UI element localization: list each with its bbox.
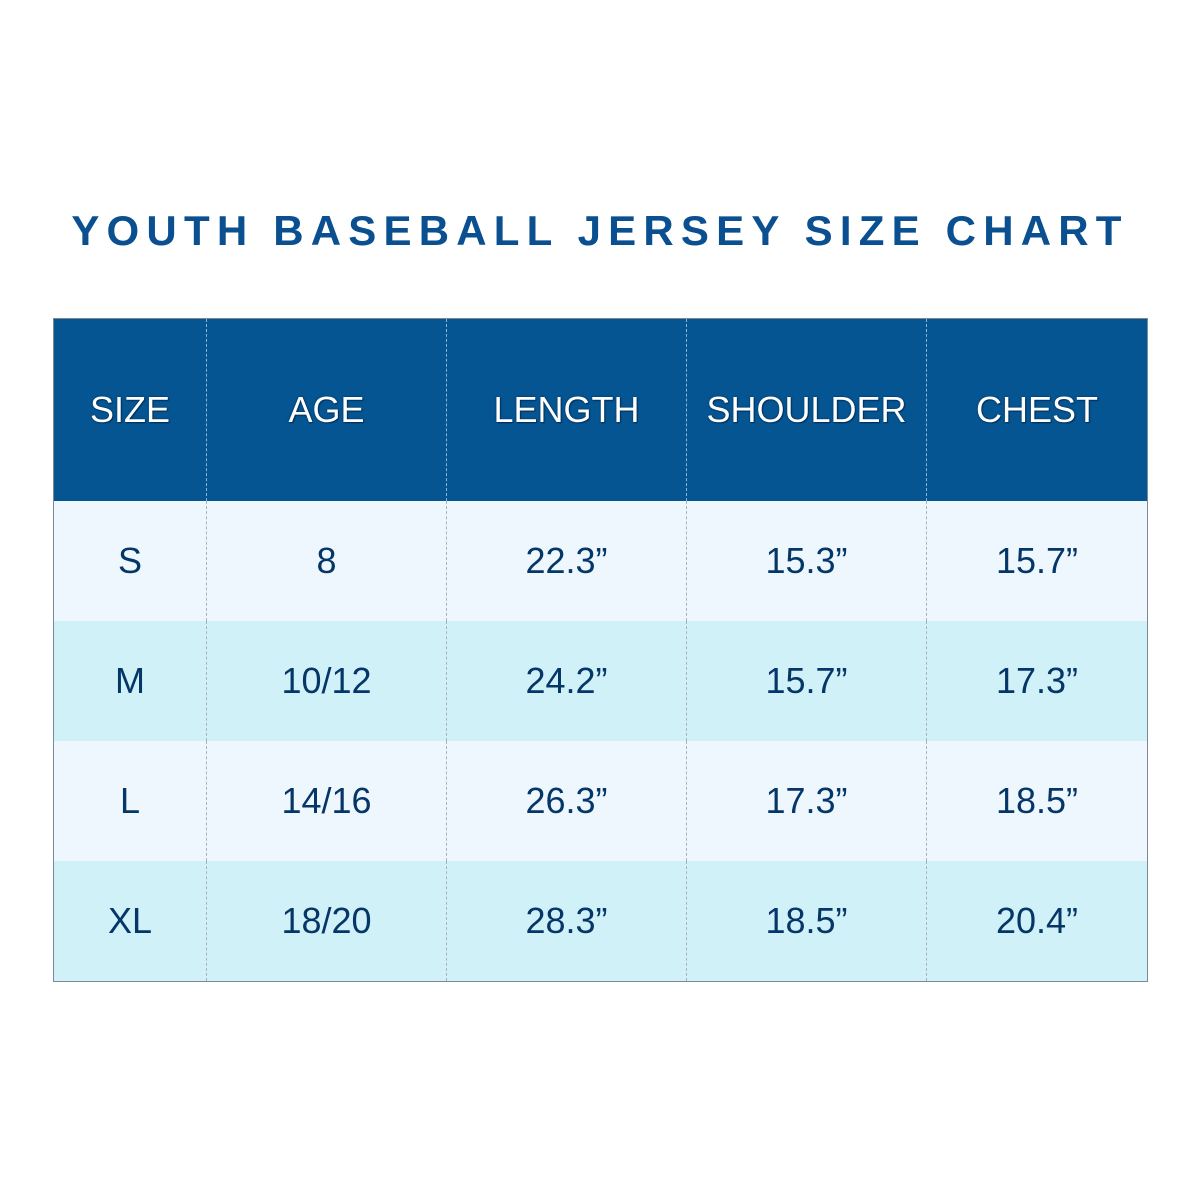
table-row: L 14/16 26.3” 17.3” 18.5” — [53, 741, 1148, 861]
header-age: AGE — [206, 318, 447, 501]
chest-cell: 17.3” — [926, 621, 1148, 741]
size-cell: M — [53, 621, 207, 741]
shoulder-cell: 18.5” — [686, 861, 927, 982]
chart-title: YOUTH BASEBALL JERSEY SIZE CHART — [71, 207, 1129, 254]
size-cell: L — [53, 741, 207, 861]
size-cell: S — [53, 501, 207, 621]
size-chart-table: SIZE AGE LENGTH SHOULDER CHEST S 8 22.3”… — [53, 318, 1148, 982]
shoulder-cell: 15.7” — [686, 621, 927, 741]
size-cell: XL — [53, 861, 207, 982]
header-length: LENGTH — [446, 318, 687, 501]
chest-cell: 20.4” — [926, 861, 1148, 982]
header-chest: CHEST — [926, 318, 1148, 501]
age-cell: 14/16 — [206, 741, 447, 861]
chest-cell: 15.7” — [926, 501, 1148, 621]
age-cell: 8 — [206, 501, 447, 621]
length-cell: 28.3” — [446, 861, 687, 982]
table-row: M 10/12 24.2” 15.7” 17.3” — [53, 621, 1148, 741]
header-row: SIZE AGE LENGTH SHOULDER CHEST — [53, 318, 1148, 501]
header-size: SIZE — [53, 318, 207, 501]
length-cell: 24.2” — [446, 621, 687, 741]
table-row: S 8 22.3” 15.3” 15.7” — [53, 501, 1148, 621]
shoulder-cell: 17.3” — [686, 741, 927, 861]
chest-cell: 18.5” — [926, 741, 1148, 861]
age-cell: 10/12 — [206, 621, 447, 741]
age-cell: 18/20 — [206, 861, 447, 982]
table-row: XL 18/20 28.3” 18.5” 20.4” — [53, 861, 1148, 982]
header-shoulder: SHOULDER — [686, 318, 927, 501]
length-cell: 26.3” — [446, 741, 687, 861]
length-cell: 22.3” — [446, 501, 687, 621]
shoulder-cell: 15.3” — [686, 501, 927, 621]
